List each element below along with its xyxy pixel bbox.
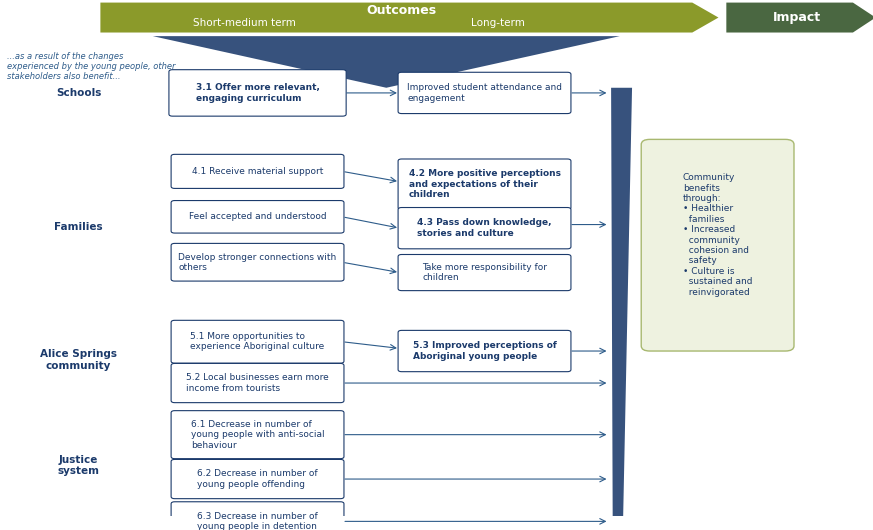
FancyBboxPatch shape bbox=[398, 159, 571, 209]
FancyBboxPatch shape bbox=[398, 330, 571, 372]
Text: Justice
system: Justice system bbox=[58, 455, 100, 476]
Text: 4.1 Receive material support: 4.1 Receive material support bbox=[192, 167, 323, 176]
FancyBboxPatch shape bbox=[168, 69, 346, 116]
Polygon shape bbox=[153, 36, 620, 88]
Text: Long-term: Long-term bbox=[471, 17, 525, 28]
FancyBboxPatch shape bbox=[171, 502, 344, 530]
Text: ...as a result of the changes
experienced by the young people, other
stakeholder: ...as a result of the changes experience… bbox=[7, 51, 175, 82]
FancyBboxPatch shape bbox=[641, 139, 794, 351]
Text: 3.1 Offer more relevant,
engaging curriculum: 3.1 Offer more relevant, engaging curric… bbox=[196, 83, 320, 103]
FancyBboxPatch shape bbox=[398, 72, 571, 113]
FancyBboxPatch shape bbox=[171, 411, 344, 458]
Text: Community
benefits
through:
• Healthier
  families
• Increased
  community
  coh: Community benefits through: • Healthier … bbox=[683, 173, 753, 297]
Text: 6.2 Decrease in number of
young people offending: 6.2 Decrease in number of young people o… bbox=[197, 470, 318, 489]
Text: Impact: Impact bbox=[773, 11, 821, 24]
Text: Feel accepted and understood: Feel accepted and understood bbox=[189, 213, 327, 222]
Polygon shape bbox=[100, 3, 718, 32]
FancyBboxPatch shape bbox=[171, 243, 344, 281]
FancyBboxPatch shape bbox=[171, 364, 344, 403]
Text: 4.2 More positive perceptions
and expectations of their
children: 4.2 More positive perceptions and expect… bbox=[409, 170, 560, 199]
Text: 5.2 Local businesses earn more
income from tourists: 5.2 Local businesses earn more income fr… bbox=[186, 373, 329, 393]
Polygon shape bbox=[611, 88, 632, 530]
Text: Develop stronger connections with
others: Develop stronger connections with others bbox=[178, 252, 337, 272]
Polygon shape bbox=[726, 3, 873, 32]
FancyBboxPatch shape bbox=[171, 320, 344, 363]
Text: Take more responsibility for
children: Take more responsibility for children bbox=[422, 263, 547, 282]
Text: Schools: Schools bbox=[56, 88, 101, 98]
Text: 6.3 Decrease in number of
young people in detention: 6.3 Decrease in number of young people i… bbox=[197, 511, 318, 530]
FancyBboxPatch shape bbox=[398, 254, 571, 290]
Text: Alice Springs
community: Alice Springs community bbox=[40, 349, 117, 370]
FancyBboxPatch shape bbox=[171, 200, 344, 233]
Text: 5.1 More opportunities to
experience Aboriginal culture: 5.1 More opportunities to experience Abo… bbox=[190, 332, 325, 351]
Text: 4.3 Pass down knowledge,
stories and culture: 4.3 Pass down knowledge, stories and cul… bbox=[417, 218, 552, 238]
Text: Improved student attendance and
engagement: Improved student attendance and engageme… bbox=[407, 83, 562, 103]
Text: 6.1 Decrease in number of
young people with anti-social
behaviour: 6.1 Decrease in number of young people w… bbox=[190, 420, 325, 449]
Text: 5.3 Improved perceptions of
Aboriginal young people: 5.3 Improved perceptions of Aboriginal y… bbox=[413, 341, 556, 361]
FancyBboxPatch shape bbox=[398, 208, 571, 249]
FancyBboxPatch shape bbox=[171, 154, 344, 189]
Text: Outcomes: Outcomes bbox=[367, 4, 436, 17]
Text: Short-medium term: Short-medium term bbox=[193, 17, 296, 28]
FancyBboxPatch shape bbox=[171, 460, 344, 499]
Text: Families: Families bbox=[54, 222, 103, 232]
